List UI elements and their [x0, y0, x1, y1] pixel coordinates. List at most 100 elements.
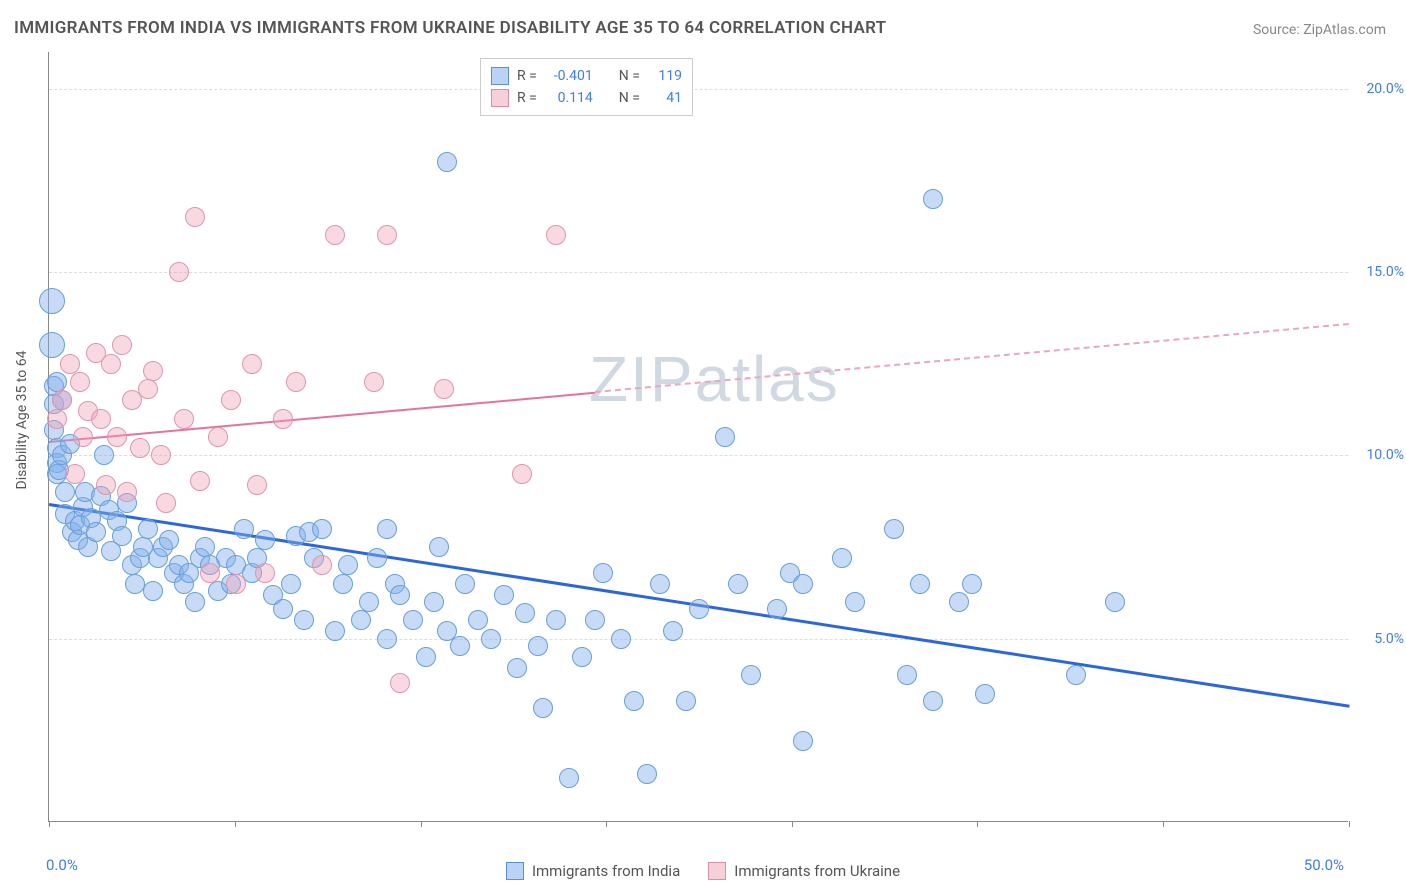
- x-tick: [235, 821, 236, 827]
- data-point-india: [255, 530, 275, 550]
- data-point-india: [333, 574, 353, 594]
- data-point-ukraine: [312, 555, 332, 575]
- r-label: R =: [517, 68, 537, 84]
- data-point-india: [793, 731, 813, 751]
- data-point-india: [377, 629, 397, 649]
- y-axis-title: Disability Age 35 to 64: [14, 351, 30, 490]
- data-point-india: [94, 445, 114, 465]
- data-point-ukraine: [117, 482, 137, 502]
- legend-label-ukraine: Immigrants from Ukraine: [734, 862, 900, 880]
- gridline: [49, 272, 1348, 273]
- legend-row-ukraine: R = 0.114 N = 41: [491, 87, 682, 109]
- data-point-india: [125, 574, 145, 594]
- data-point-ukraine: [138, 379, 158, 399]
- data-point-ukraine: [377, 225, 397, 245]
- data-point-india: [429, 537, 449, 557]
- x-tick: [792, 821, 793, 827]
- data-point-india: [138, 519, 158, 539]
- data-point-ukraine: [273, 409, 293, 429]
- data-point-india: [455, 574, 475, 594]
- data-point-ukraine: [65, 464, 85, 484]
- data-point-ukraine: [107, 427, 127, 447]
- data-point-ukraine: [112, 335, 132, 355]
- data-point-india: [728, 574, 748, 594]
- y-tick-label: 10.0%: [1366, 447, 1404, 463]
- x-tick: [421, 821, 422, 827]
- data-point-india: [377, 519, 397, 539]
- legend-item-india: Immigrants from India: [506, 862, 680, 880]
- data-point-india: [663, 621, 683, 641]
- source-link[interactable]: ZipAtlas.com: [1303, 22, 1386, 38]
- data-point-ukraine: [101, 354, 121, 374]
- data-point-india: [593, 563, 613, 583]
- data-point-india: [897, 665, 917, 685]
- data-point-ukraine: [286, 372, 306, 392]
- data-point-ukraine: [47, 409, 67, 429]
- data-point-ukraine: [190, 471, 210, 491]
- data-point-india: [637, 764, 657, 784]
- data-point-india: [975, 684, 995, 704]
- data-point-ukraine: [546, 225, 566, 245]
- x-tick: [977, 821, 978, 827]
- data-point-ukraine: [156, 493, 176, 513]
- series-legend: Immigrants from India Immigrants from Uk…: [0, 862, 1406, 880]
- data-point-india: [949, 592, 969, 612]
- data-point-ukraine: [70, 372, 90, 392]
- data-point-india: [86, 522, 106, 542]
- data-point-ukraine: [364, 372, 384, 392]
- data-point-india: [533, 698, 553, 718]
- n-value-india: 119: [648, 68, 682, 84]
- data-point-ukraine: [325, 225, 345, 245]
- legend-item-ukraine: Immigrants from Ukraine: [708, 862, 900, 880]
- data-point-india: [195, 537, 215, 557]
- r-value-india: -0.401: [545, 68, 593, 84]
- data-point-india: [515, 603, 535, 623]
- data-point-india: [793, 574, 813, 594]
- data-point-india: [689, 599, 709, 619]
- data-point-india: [338, 555, 358, 575]
- x-tick: [1349, 821, 1350, 827]
- data-point-india: [884, 519, 904, 539]
- n-label: N =: [619, 90, 640, 106]
- data-point-india: [715, 427, 735, 447]
- data-point-india: [494, 585, 514, 605]
- swatch-pink: [491, 89, 509, 107]
- data-point-ukraine: [247, 475, 267, 495]
- data-point-ukraine: [390, 673, 410, 693]
- gridline: [49, 639, 1348, 640]
- source-label: Source:: [1253, 22, 1303, 38]
- y-tick-label: 15.0%: [1366, 264, 1404, 280]
- data-point-ukraine: [208, 427, 228, 447]
- data-point-india: [1066, 665, 1086, 685]
- data-point-india: [585, 610, 605, 630]
- n-value-ukraine: 41: [648, 90, 682, 106]
- r-label: R =: [517, 90, 537, 106]
- data-point-india: [143, 581, 163, 601]
- data-point-ukraine: [200, 563, 220, 583]
- data-point-india: [55, 482, 75, 502]
- data-point-ukraine: [73, 427, 93, 447]
- gridline: [49, 455, 1348, 456]
- data-point-india: [281, 574, 301, 594]
- data-point-india: [39, 288, 65, 314]
- data-point-india: [450, 636, 470, 656]
- data-point-ukraine: [242, 354, 262, 374]
- data-point-india: [39, 332, 65, 358]
- data-point-ukraine: [255, 563, 275, 583]
- data-point-ukraine: [60, 354, 80, 374]
- x-tick: [606, 821, 607, 827]
- data-point-india: [845, 592, 865, 612]
- data-point-india: [923, 189, 943, 209]
- data-point-india: [390, 585, 410, 605]
- data-point-india: [546, 610, 566, 630]
- data-point-india: [507, 658, 527, 678]
- data-point-ukraine: [221, 390, 241, 410]
- data-point-india: [312, 519, 332, 539]
- data-point-ukraine: [52, 390, 72, 410]
- data-point-ukraine: [185, 207, 205, 227]
- r-value-ukraine: 0.114: [545, 90, 593, 106]
- data-point-india: [676, 691, 696, 711]
- data-point-india: [624, 691, 644, 711]
- swatch-pink: [708, 862, 726, 880]
- legend-row-india: R = -0.401 N = 119: [491, 65, 682, 87]
